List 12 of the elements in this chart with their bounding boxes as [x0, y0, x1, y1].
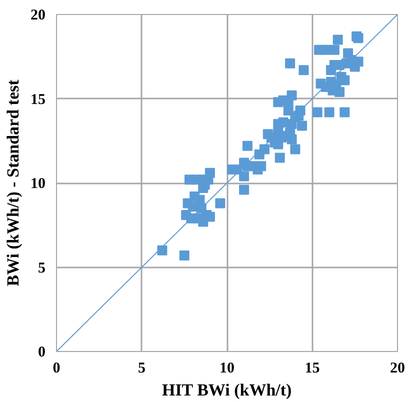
- y-axis-title: BWi (kWh/t) - Standard test: [4, 79, 22, 286]
- y-tick-label: 20: [30, 8, 46, 24]
- y-tick-label: 5: [38, 260, 46, 276]
- x-tick-label: 15: [304, 360, 320, 376]
- x-tick-label: 20: [390, 360, 405, 376]
- y-tick-label: 0: [38, 344, 46, 360]
- x-tick-label: 5: [138, 360, 146, 376]
- x-axis-title: HIT BWi (kWh/t): [162, 380, 292, 400]
- x-tick-label: 0: [52, 360, 60, 376]
- y-tick-label: 15: [30, 92, 46, 108]
- y-tick-label: 10: [30, 176, 46, 192]
- x-tick-label: 10: [220, 360, 234, 376]
